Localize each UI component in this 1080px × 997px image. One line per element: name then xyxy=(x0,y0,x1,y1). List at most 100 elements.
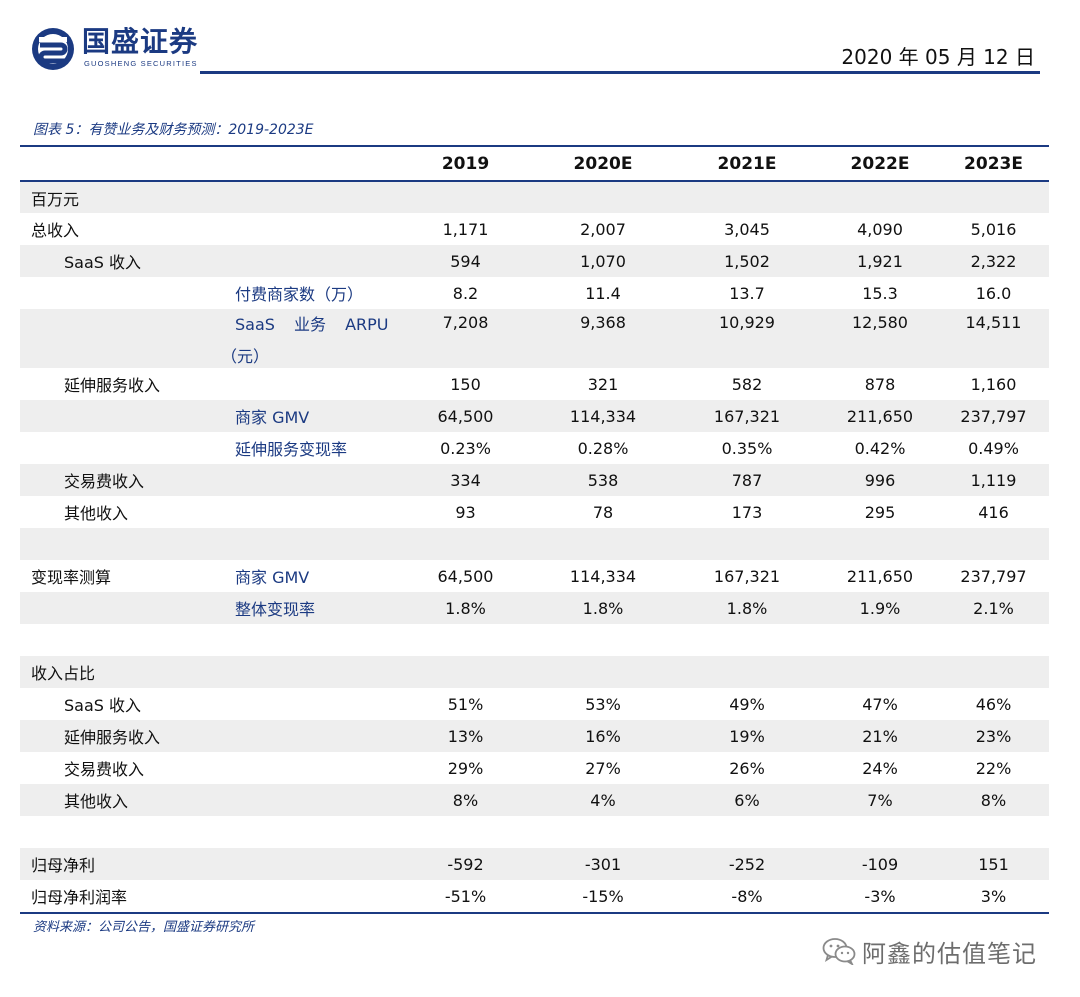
table-cell-2023e: 416 xyxy=(978,502,1009,522)
watermark: 阿鑫的估值笔记 xyxy=(822,934,1037,968)
table-row: 收入占比 xyxy=(20,656,1049,688)
financial-forecast-table: 2019 2020E 2021E 2022E 2023E 百万元总收入 1,171… xyxy=(20,147,1049,912)
table-cell-2021e: 6% xyxy=(672,784,822,816)
row-sublabel xyxy=(221,752,397,784)
table-bottom-rule xyxy=(20,912,1049,914)
column-header-2022e: 2022E xyxy=(822,147,938,182)
table-row: 商家 GMV 64,500 114,334 167,321 211,650 237,797 xyxy=(20,400,1049,432)
table-cell-2021e: 582 xyxy=(731,374,763,394)
guosheng-logo-icon xyxy=(32,28,74,70)
table-cell-2023e: 2,322 xyxy=(938,245,1049,277)
row-label: 其他收入 xyxy=(64,504,129,523)
table-cell-2020e: 321 xyxy=(587,374,619,394)
table-cell-2020e: 114,334 xyxy=(569,566,637,586)
table-cell-2022e: 47% xyxy=(862,694,898,714)
table-cell-2020e xyxy=(534,656,672,688)
table-cell-2019: 8.2 xyxy=(452,283,479,303)
row-sublabel-line2: （元） xyxy=(221,347,270,366)
table-row xyxy=(20,816,1049,848)
table-cell-2021e: 173 xyxy=(731,502,763,522)
table-cell-2021e xyxy=(672,528,822,560)
table-row: 延伸服务收入 13% 16% 19% 21% 23% xyxy=(20,720,1049,752)
table-cell-2019: 150 xyxy=(450,374,481,394)
row-sublabel xyxy=(221,656,397,688)
table-cell-2020e: 53% xyxy=(585,694,621,714)
column-header-2023e: 2023E xyxy=(938,147,1049,182)
table-cell-2022e xyxy=(822,528,938,560)
table-cell-2023e: 22% xyxy=(975,758,1012,778)
table-cell-2021e: 49% xyxy=(729,694,765,714)
table-cell-2021e: 787 xyxy=(672,464,822,496)
row-sublabel xyxy=(221,784,397,816)
table-cell-2022e: 295 xyxy=(864,502,896,522)
table-cell-2022e: 1.9% xyxy=(822,592,938,624)
row-label: 延伸服务收入 xyxy=(20,720,221,752)
table-cell-2022e: 21% xyxy=(822,720,938,752)
logo-name-en: GUOSHENG SECURITIES xyxy=(84,59,198,68)
table-caption: 图表 5：有赞业务及财务预测：2019-2023E xyxy=(33,122,314,138)
table-cell-2019: 334 xyxy=(397,464,534,496)
table-row: 延伸服务收入 150 321 582 878 1,160 xyxy=(20,368,1049,400)
table-cell-2023e: 1,160 xyxy=(970,374,1017,394)
table-cell-2023e: 237,797 xyxy=(960,566,1027,586)
table-cell-2021e: 10,929 xyxy=(672,309,822,368)
table-cell-2019: 8% xyxy=(397,784,534,816)
table-cell-2019 xyxy=(397,528,534,560)
table-cell-2022e: -109 xyxy=(822,848,938,880)
row-label xyxy=(20,528,221,560)
table-cell-2020e: -301 xyxy=(534,848,672,880)
table-cell-2021e: 0.35% xyxy=(721,438,773,458)
row-label: 总收入 xyxy=(31,221,80,240)
table-cell-2023e: 2.1% xyxy=(938,592,1049,624)
table-top-rule xyxy=(20,145,1049,147)
table-row: 交易费收入 334 538 787 996 1,119 xyxy=(20,464,1049,496)
row-label xyxy=(20,400,221,432)
row-label xyxy=(20,624,221,656)
row-sublabel xyxy=(221,880,397,912)
row-label xyxy=(20,592,221,624)
table-cell-2022e: 4,090 xyxy=(857,219,903,239)
row-label: 百万元 xyxy=(20,181,221,213)
table-cell-2023e xyxy=(938,656,1049,688)
table-cell-2022e xyxy=(822,181,938,213)
table-cell-2022e: -3% xyxy=(864,886,896,906)
table-cell-2021e xyxy=(672,816,822,848)
table-cell-2023e: 46% xyxy=(975,694,1012,714)
table-cell-2023e: 8% xyxy=(938,784,1049,816)
table-row: 归母净利润率 -51% -15% -8% -3% 3% xyxy=(20,880,1049,912)
table-cell-2021e: 1,502 xyxy=(672,245,822,277)
table-cell-2020e: 114,334 xyxy=(534,400,672,432)
table-row xyxy=(20,624,1049,656)
row-sublabel xyxy=(221,181,397,213)
table-cell-2020e xyxy=(534,816,672,848)
table-cell-2021e: 19% xyxy=(672,720,822,752)
table-cell-2022e: 211,650 xyxy=(822,400,938,432)
row-sublabel-line1: SaaS 业务 ARPU xyxy=(235,315,389,334)
table-row: 延伸服务变现率 0.23% 0.28% 0.35% 0.42% 0.49% xyxy=(20,432,1049,464)
table-cell-2021e: -8% xyxy=(731,886,763,906)
table-row: 变现率测算 商家 GMV 64,500 114,334 167,321 211,650 23… xyxy=(20,560,1049,592)
table-header: 2019 2020E 2021E 2022E 2023E xyxy=(20,147,1049,182)
table-cell-2020e xyxy=(534,181,672,213)
row-sublabel: 延伸服务变现率 xyxy=(235,440,348,459)
row-sublabel: SaaS 业务 ARPU （元） xyxy=(221,309,397,368)
report-header: 国盛证券 GUOSHENG SECURITIES 2020 年 05 月 12 … xyxy=(0,0,1080,80)
table-cell-2020e: 0.28% xyxy=(577,438,629,458)
table-cell-2020e: 1.8% xyxy=(534,592,672,624)
table-cell-2019: 1,171 xyxy=(442,219,489,239)
table-cell-2020e: 538 xyxy=(534,464,672,496)
row-sublabel xyxy=(221,848,397,880)
table-cell-2019: 29% xyxy=(447,758,484,778)
financial-forecast-table-container: 2019 2020E 2021E 2022E 2023E 百万元总收入 1,171… xyxy=(20,145,1049,914)
table-cell-2022e xyxy=(822,816,938,848)
row-label: 变现率测算 xyxy=(31,568,112,587)
table-cell-2019: 13% xyxy=(397,720,534,752)
table-row: 整体变现率 1.8% 1.8% 1.8% 1.9% 2.1% xyxy=(20,592,1049,624)
table-cell-2019 xyxy=(397,624,534,656)
table-cell-2020e: 78 xyxy=(592,502,614,522)
table-cell-2022e: 878 xyxy=(864,374,896,394)
row-label xyxy=(20,277,221,309)
table-cell-2020e: 27% xyxy=(585,758,621,778)
table-cell-2020e: 2,007 xyxy=(580,219,626,239)
row-sublabel: 付费商家数（万） xyxy=(235,285,364,304)
